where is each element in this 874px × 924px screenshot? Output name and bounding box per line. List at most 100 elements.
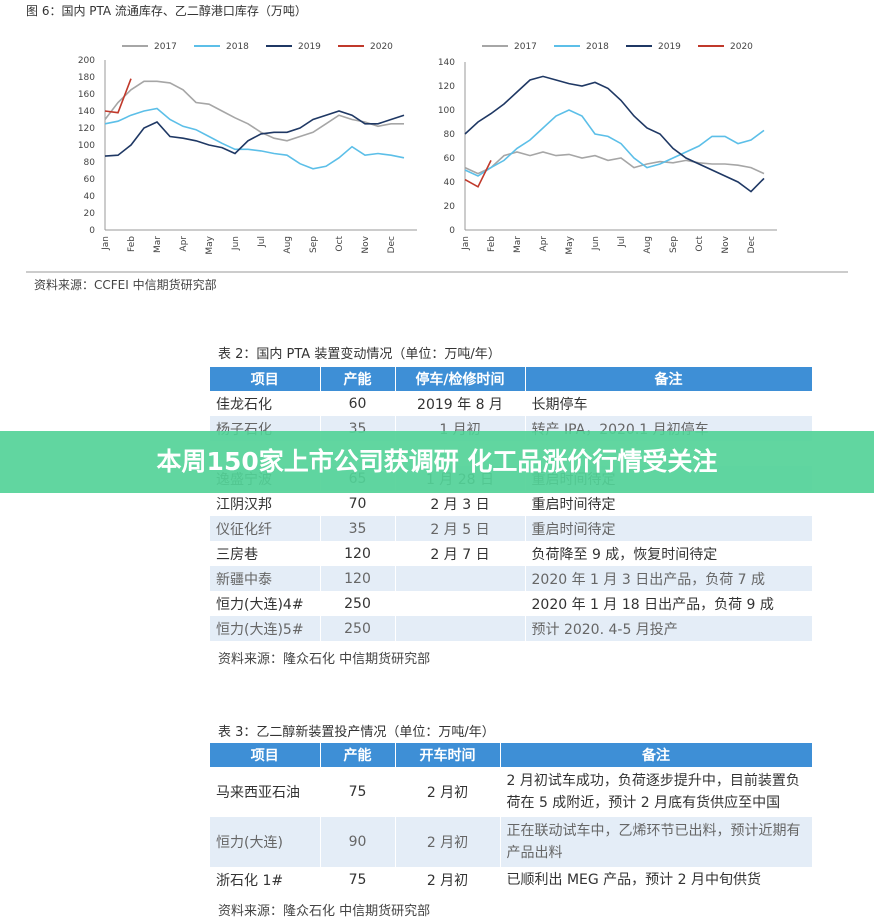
table-title: 表 2：国内 PTA 装置变动情况（单位：万吨/年） xyxy=(218,347,501,362)
y-tick-label: 80 xyxy=(444,130,456,140)
x-tick-label: Apr xyxy=(539,236,549,252)
cell-name: 江阴汉邦 xyxy=(210,491,321,516)
cell-capacity: 120 xyxy=(320,566,396,591)
table: 项目 产能 开车时间 备注 马来西亚石油 75 2 月初 2 月初试车成功，负荷逐步提升中，目… xyxy=(210,743,813,892)
x-tick-label: Apr xyxy=(179,236,189,252)
cell-name: 马来西亚石油 xyxy=(210,767,321,817)
row: 三房巷 120 2 月 7 日负荷降至 9 成，恢复时间待定 xyxy=(210,541,813,566)
cell-time xyxy=(395,616,526,641)
header-cell: 停车/检修时间 xyxy=(395,367,526,391)
y-tick-label: 20 xyxy=(444,202,456,212)
series-line xyxy=(104,78,132,114)
header-cell: 开车时间 xyxy=(395,743,501,767)
x-tick-label: Nov xyxy=(721,235,731,253)
header-cell: 项目 xyxy=(210,367,321,391)
cell-note: 2 月初试车成功，负荷逐步提升中，目前装置负荷在 5 成附近，预计 2 月底有货… xyxy=(500,767,813,817)
x-tick-label: Jun xyxy=(231,236,241,251)
cell-note: 重启时间待定 xyxy=(525,516,813,541)
cell-time xyxy=(395,566,526,591)
y-tick-label: 60 xyxy=(444,154,456,164)
figure-source: 资料来源：CCFEI 中信期货研究部 xyxy=(34,278,217,292)
y-tick-label: 60 xyxy=(84,175,96,185)
legend-label: 2018 xyxy=(226,42,249,52)
legend-label: 2017 xyxy=(514,42,537,52)
row: 新疆中泰 120 2020 年 1 月 3 日出产品，负荷 7 成 xyxy=(210,566,813,591)
series-line xyxy=(104,107,405,170)
cell-capacity: 250 xyxy=(320,616,396,641)
cell-name: 三房巷 xyxy=(210,541,321,566)
x-tick-label: Mar xyxy=(513,236,523,253)
x-tick-label: Dec xyxy=(747,236,757,253)
cell-time: 2 月初 xyxy=(395,817,501,867)
cell-time: 2019 年 8 月 xyxy=(395,391,526,416)
cell-time: 2 月 3 日 xyxy=(395,491,526,516)
legend-label: 2020 xyxy=(370,42,393,52)
table: 项目 产能 停车/检修时间 备注 佳龙石化 60 2019 年 8 月长期停车 杨子石化 35 1… xyxy=(210,367,813,641)
cell-note: 正在联动试车中，乙烯环节已出料，预计近期有产品出料 xyxy=(500,817,813,867)
cell-capacity: 60 xyxy=(320,391,396,416)
row: 恒力(大连) 90 2 月初 正在联动试车中，乙烯环节已出料，预计近期有产品出料 xyxy=(210,817,813,867)
row: 恒力(大连)5# 250 预计 2020. 4-5 月投产 xyxy=(210,616,813,641)
cell-time: 2 月初 xyxy=(395,767,501,817)
series-line xyxy=(104,110,405,157)
cell-name: 浙石化 1# xyxy=(210,867,321,892)
legend-label: 2020 xyxy=(730,42,753,52)
cell-name: 佳龙石化 xyxy=(210,391,321,416)
x-tick-label: May xyxy=(205,235,215,254)
legend-label: 2018 xyxy=(586,42,609,52)
x-tick-label: Jan xyxy=(101,236,111,251)
cell-note: 长期停车 xyxy=(525,391,813,416)
x-tick-label: Jun xyxy=(591,236,601,251)
row: 马来西亚石油 75 2 月初 2 月初试车成功，负荷逐步提升中，目前装置负荷在 5 成… xyxy=(210,767,813,817)
cell-name: 新疆中泰 xyxy=(210,566,321,591)
figure-title: 图 6：国内 PTA 流通库存、乙二醇港口库存（万吨） xyxy=(26,4,307,18)
header-row: 项目 产能 停车/检修时间 备注 xyxy=(210,367,813,391)
table-source: 资料来源：隆众石化 中信期货研究部 xyxy=(218,904,431,919)
header-cell: 备注 xyxy=(525,367,813,391)
cell-capacity: 75 xyxy=(320,767,396,817)
y-tick-label: 80 xyxy=(84,158,96,168)
y-tick-label: 20 xyxy=(84,209,96,219)
header-cell: 产能 xyxy=(320,367,396,391)
series-line xyxy=(464,75,765,193)
legend-label: 2019 xyxy=(298,42,321,52)
header-cell: 项目 xyxy=(210,743,321,767)
cell-name: 恒力(大连) xyxy=(210,817,321,867)
header-cell: 产能 xyxy=(320,743,396,767)
header-cell: 备注 xyxy=(500,743,813,767)
row: 仪征化纤 35 2 月 5 日重启时间待定 xyxy=(210,516,813,541)
x-tick-label: Jan xyxy=(461,236,471,251)
y-tick-label: 180 xyxy=(78,73,95,83)
cell-name: 恒力(大连)5# xyxy=(210,616,321,641)
cell-capacity: 35 xyxy=(320,516,396,541)
y-tick-label: 40 xyxy=(444,178,456,188)
x-tick-label: Oct xyxy=(695,236,705,252)
series-line xyxy=(464,151,765,175)
x-tick-label: Mar xyxy=(153,236,163,253)
x-tick-label: Oct xyxy=(335,236,345,252)
cell-name: 恒力(大连)4# xyxy=(210,591,321,616)
banner: 本周150家上市公司获调研 化工品涨价行情受关注 xyxy=(0,431,874,493)
y-tick-label: 100 xyxy=(78,141,95,151)
cell-capacity: 250 xyxy=(320,591,396,616)
cell-note: 已顺利出 MEG 产品，预计 2 月中旬供货 xyxy=(500,867,813,892)
cell-name: 仪征化纤 xyxy=(210,516,321,541)
cell-capacity: 120 xyxy=(320,541,396,566)
cell-note: 预计 2020. 4-5 月投产 xyxy=(525,616,813,641)
row: 佳龙石化 60 2019 年 8 月长期停车 xyxy=(210,391,813,416)
cell-capacity: 90 xyxy=(320,817,396,867)
x-tick-label: Jul xyxy=(617,236,627,248)
cell-capacity: 75 xyxy=(320,867,396,892)
y-tick-label: 120 xyxy=(78,124,95,134)
y-tick-label: 100 xyxy=(438,106,455,116)
series-line xyxy=(464,109,765,177)
table-title: 表 3：乙二醇新装置投产情况（单位：万吨/年） xyxy=(218,725,495,740)
row: 江阴汉邦 70 2 月 3 日重启时间待定 xyxy=(210,491,813,516)
y-tick-label: 0 xyxy=(89,226,95,236)
legend-label: 2019 xyxy=(658,42,681,52)
x-tick-label: Feb xyxy=(127,236,137,252)
y-tick-label: 200 xyxy=(78,56,95,66)
legend-label: 2017 xyxy=(154,42,177,52)
